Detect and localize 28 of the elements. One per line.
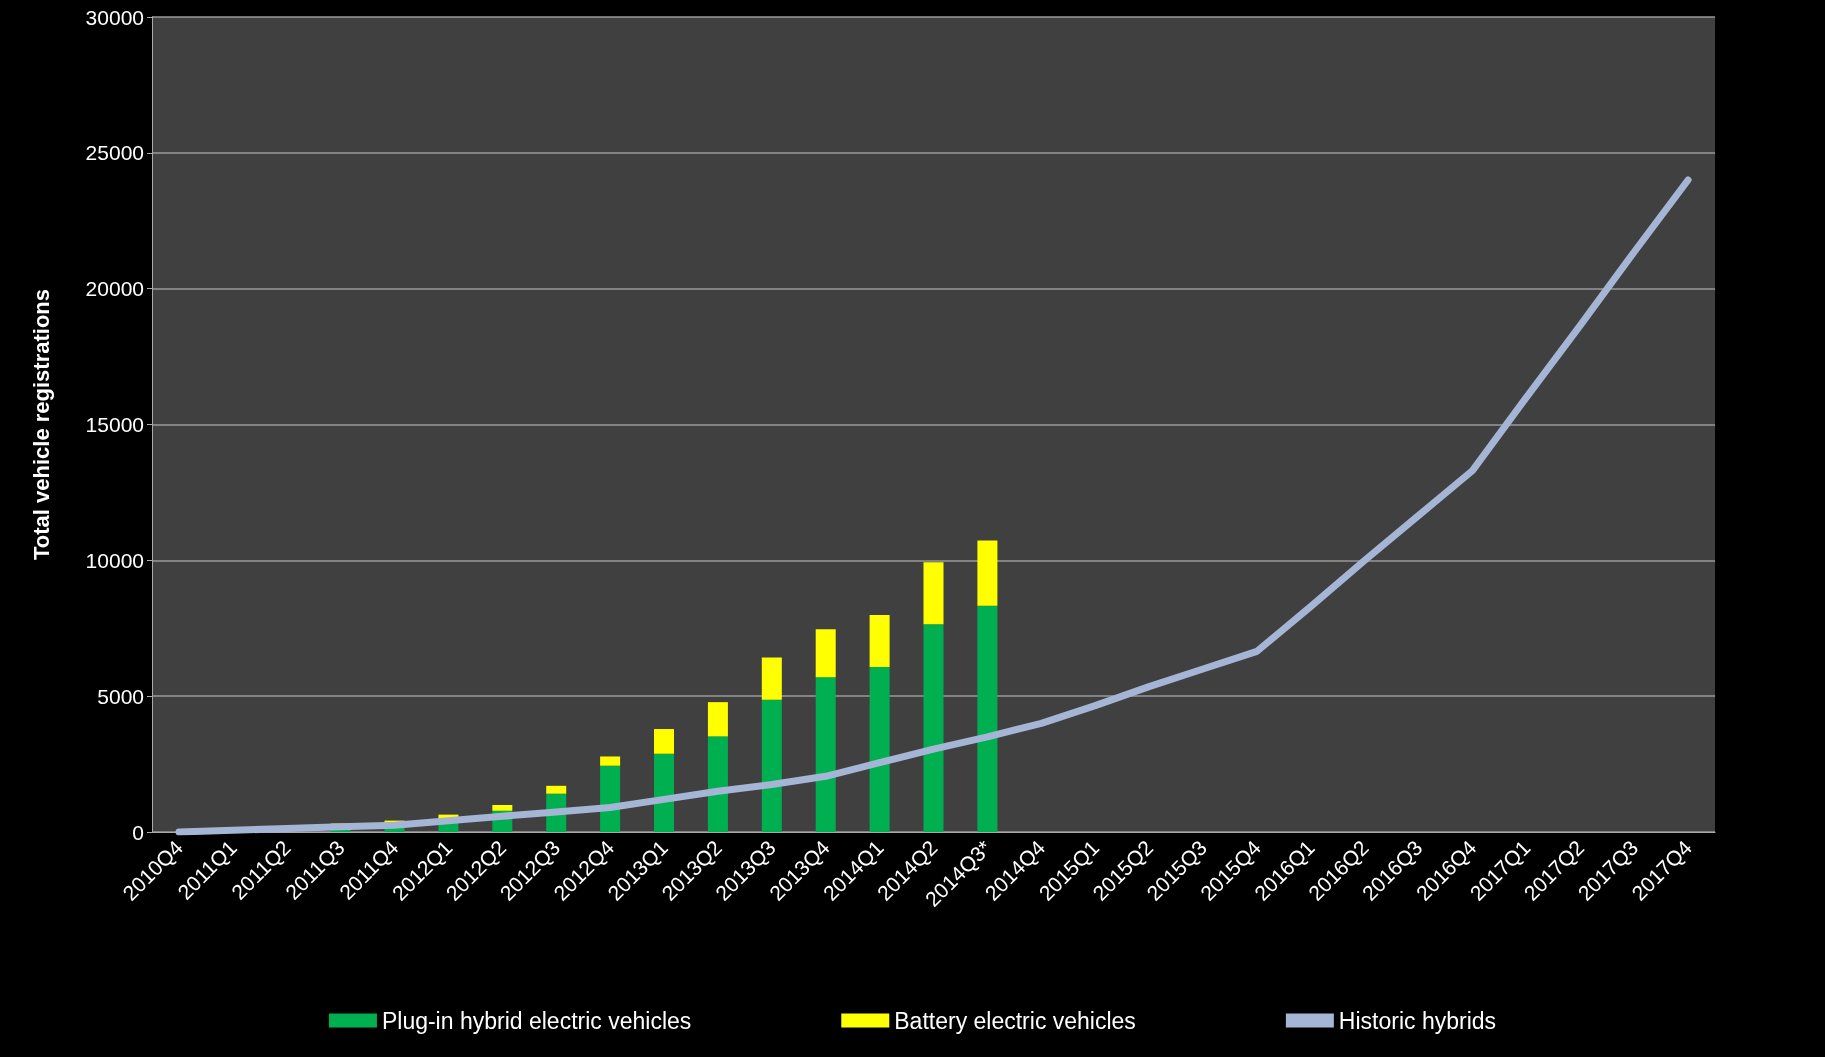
bar	[923, 624, 944, 832]
y-tick-label: 5000	[97, 684, 144, 708]
bar	[600, 756, 621, 766]
bar	[761, 699, 782, 832]
bar	[923, 562, 944, 625]
legend-label: Plug-in hybrid electric vehicles	[381, 1007, 692, 1034]
y-tick-label: 25000	[85, 141, 144, 165]
bar	[977, 540, 998, 606]
bar	[707, 702, 728, 737]
bar	[815, 629, 836, 678]
bar	[869, 667, 890, 832]
legend-label: Battery electric vehicles	[894, 1007, 1136, 1034]
y-tick-label: 30000	[85, 5, 144, 29]
bar	[815, 677, 836, 832]
bar	[654, 729, 675, 754]
bar	[869, 614, 890, 668]
y-tick-label: 20000	[85, 277, 144, 301]
y-tick-label: 10000	[85, 548, 144, 572]
bar	[977, 605, 998, 832]
bar	[492, 805, 513, 811]
bar	[654, 753, 675, 832]
y-tick-label: 15000	[85, 413, 144, 436]
bar	[546, 785, 567, 794]
bar	[707, 736, 728, 832]
bar	[761, 657, 782, 700]
y-axis-title: Total vehicle registrations	[28, 288, 54, 561]
y-tick-label: 0	[132, 820, 144, 844]
legend-label: Historic hybrids	[1338, 1007, 1497, 1034]
